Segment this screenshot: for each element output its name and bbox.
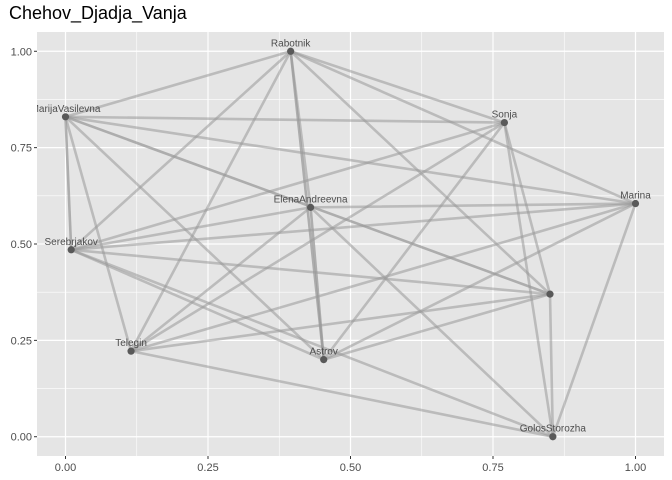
edge-MarijaVasilevna-Telegin [64, 115, 133, 353]
y-tick-label: 1.00 [11, 46, 32, 58]
edge-ElenaAndreevna-Marina [309, 202, 637, 209]
edge-Telegin-GolosStorozha [129, 349, 555, 439]
edge-ElenaAndreevna-GolosStorozha [309, 206, 555, 439]
edge-Serebrjakov-GolosStorozha [69, 248, 555, 439]
edge-Sonja-GolosStorozha [503, 121, 555, 439]
node-Rabotnik [287, 47, 295, 55]
network-marks: Rabotnik MarijaVasilevna Sonja ElenaAndreev… [31, 38, 651, 441]
edge-Rabotnik-MarijaVasilevna [64, 49, 292, 119]
node-label-Marina: Marina [620, 191, 651, 202]
edge-Vojnickij-GolosStorozha [548, 292, 555, 439]
node-Telegin [127, 347, 135, 355]
node-label-GolosStorozha: GolosStorozha [520, 424, 587, 435]
y-tick-label: 0.25 [11, 335, 32, 347]
node-Astrov [320, 356, 328, 364]
edge-MarijaVasilevna-Sonja [64, 115, 506, 124]
node-ElenaAndreevna [307, 203, 315, 211]
edge-Serebrjakov-Astrov [69, 248, 326, 361]
edge-Marina-Serebrjakov [69, 202, 637, 252]
node-label-Rabotnik: Rabotnik [271, 38, 311, 49]
chart-title: Chehov_Djadja_Vanja [9, 3, 187, 23]
node-Serebrjakov [67, 246, 75, 254]
edge-ElenaAndreevna-Serebrjakov [69, 206, 312, 252]
node-Vojnickij [546, 290, 554, 298]
node-Sonja [500, 118, 508, 127]
edge-MarijaVasilevna-Serebrjakov [64, 115, 73, 252]
edge-Rabotnik-Serebrjakov [69, 49, 292, 252]
node-label-Telegin: Telegin [115, 338, 147, 349]
edge-Rabotnik-Sonja [289, 49, 506, 124]
edge-Marina-Astrov [322, 202, 637, 361]
y-tick-label: 0.00 [11, 432, 32, 444]
edge-Sonja-Telegin [129, 121, 506, 353]
node-label-Sonja: Sonja [492, 110, 518, 121]
node-label-ElenaAndreevna: ElenaAndreevna [274, 194, 348, 205]
edge-Rabotnik-Telegin [129, 49, 292, 353]
node-GolosStorozha [549, 433, 557, 441]
edge-Astrov-Vojnickij [322, 292, 552, 361]
edge-ElenaAndreevna-Astrov [309, 206, 326, 361]
y-tick-label: 0.75 [11, 143, 32, 155]
edge-Telegin-Vojnickij [129, 292, 552, 353]
node-label-Astrov: Astrov [310, 347, 338, 358]
x-tick-label: 0.75 [482, 462, 503, 474]
node-label-Serebrjakov: Serebrjakov [45, 237, 98, 248]
x-tick-label: 0.00 [55, 462, 76, 474]
edge-Sonja-Serebrjakov [69, 121, 506, 252]
x-tick-label: 0.25 [197, 462, 218, 474]
edge-Rabotnik-Marina [289, 49, 637, 205]
edge-MarijaVasilevna-Marina [64, 115, 637, 205]
node-Marina [631, 199, 640, 208]
edge-Sonja-Vojnickij [503, 121, 552, 296]
node-MarijaVasilevna [61, 113, 70, 121]
edge-Serebrjakov-Vojnickij [69, 248, 552, 296]
x-tick-label: 0.50 [340, 462, 361, 474]
edge-MarijaVasilevna-Astrov [64, 115, 326, 361]
node-label-MarijaVasilevna: MarijaVasilevna [31, 104, 101, 115]
y-tick-label: 0.50 [11, 239, 32, 251]
edge-Marina-GolosStorozha [551, 202, 637, 439]
edge-Marina-Telegin [129, 202, 637, 353]
x-tick-label: 1.00 [625, 462, 646, 474]
